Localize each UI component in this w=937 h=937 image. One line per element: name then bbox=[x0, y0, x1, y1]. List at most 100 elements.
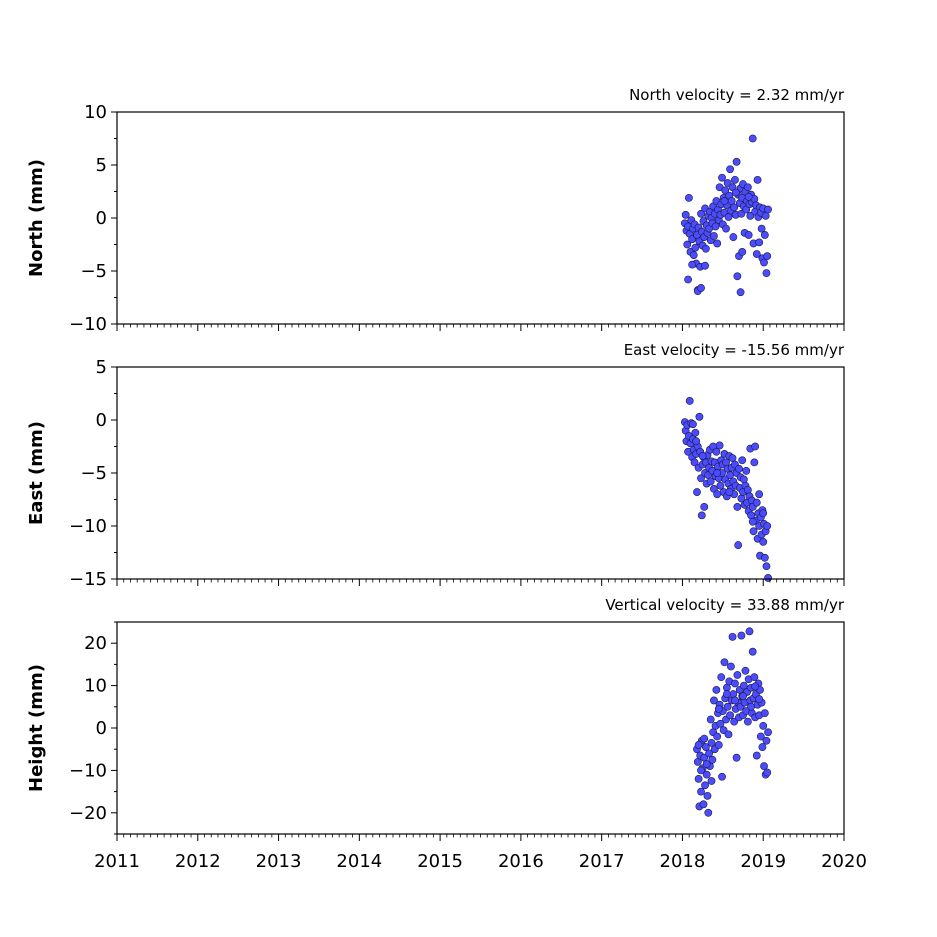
data-point bbox=[739, 475, 748, 484]
data-point bbox=[760, 258, 768, 267]
data-point bbox=[703, 791, 712, 800]
data-point bbox=[705, 749, 713, 758]
data-point bbox=[743, 717, 752, 726]
data-point bbox=[738, 248, 747, 256]
data-point bbox=[751, 682, 760, 691]
velocity-annotation: Vertical velocity = 33.88 mm/yr bbox=[605, 596, 845, 614]
data-point bbox=[729, 233, 738, 241]
data-point bbox=[684, 275, 692, 284]
data-point bbox=[726, 165, 734, 174]
data-point bbox=[697, 766, 705, 775]
data-point bbox=[704, 808, 713, 817]
data-point bbox=[697, 787, 705, 796]
data-point bbox=[722, 224, 730, 233]
data-point bbox=[719, 726, 728, 735]
y-tick-label: 0 bbox=[96, 718, 107, 739]
data-point bbox=[724, 730, 733, 739]
data-point bbox=[733, 503, 742, 511]
data-point bbox=[763, 522, 772, 530]
data-point bbox=[701, 261, 709, 270]
data-point bbox=[732, 753, 741, 762]
data-point bbox=[757, 224, 766, 233]
data-point bbox=[741, 666, 750, 675]
y-tick-label: −20 bbox=[69, 803, 107, 824]
data-point bbox=[760, 231, 769, 239]
data-point bbox=[737, 209, 746, 218]
data-point bbox=[759, 721, 768, 730]
y-tick-label: −10 bbox=[69, 314, 107, 335]
data-point bbox=[712, 447, 721, 456]
data-point bbox=[718, 772, 726, 781]
data-point bbox=[713, 732, 722, 741]
data-point bbox=[715, 441, 724, 450]
data-point bbox=[721, 186, 730, 195]
data-point bbox=[683, 240, 692, 249]
velocity-annotation: East velocity = -15.56 mm/yr bbox=[624, 341, 845, 359]
data-point bbox=[737, 631, 746, 640]
data-point bbox=[735, 464, 743, 473]
data-point bbox=[734, 541, 743, 549]
data-point bbox=[717, 673, 726, 682]
data-point bbox=[763, 252, 772, 261]
data-point bbox=[732, 157, 741, 166]
panel-1: 10 5 0 −5 −10 North (mm) North velocity = 2.32… bbox=[26, 86, 845, 335]
x-tick-label: 2012 bbox=[175, 851, 221, 872]
data-point bbox=[755, 490, 764, 499]
data-point bbox=[760, 762, 768, 771]
data-point bbox=[694, 741, 703, 749]
data-point bbox=[697, 511, 706, 520]
data-point bbox=[755, 238, 764, 247]
data-point bbox=[764, 728, 772, 737]
data-point bbox=[702, 770, 711, 779]
data-point bbox=[755, 695, 764, 704]
data-point bbox=[731, 175, 739, 184]
data-point bbox=[736, 288, 745, 297]
data-point bbox=[685, 193, 693, 202]
x-tick-label: 2016 bbox=[498, 851, 544, 872]
x-tick-label: 2015 bbox=[417, 851, 463, 872]
data-point bbox=[706, 477, 715, 486]
data-point bbox=[701, 743, 710, 751]
y-tick-label: 10 bbox=[84, 102, 107, 123]
data-point bbox=[750, 458, 759, 467]
data-point bbox=[726, 471, 734, 480]
data-point bbox=[710, 232, 718, 240]
data-point bbox=[688, 260, 697, 269]
data-point bbox=[758, 743, 767, 751]
y-axis-label: East (mm) bbox=[26, 421, 47, 525]
data-point bbox=[707, 777, 716, 785]
data-point bbox=[713, 469, 722, 477]
data-point bbox=[699, 800, 708, 809]
data-point bbox=[691, 428, 700, 437]
data-point bbox=[701, 244, 710, 253]
data-point bbox=[747, 702, 756, 711]
data-point bbox=[706, 715, 715, 724]
y-axis-label: Height (mm) bbox=[26, 664, 47, 792]
data-point bbox=[748, 517, 757, 526]
x-tick-label: 2011 bbox=[94, 851, 140, 872]
data-point bbox=[714, 705, 723, 713]
data-point bbox=[698, 452, 707, 460]
y-tick-label: 20 bbox=[84, 633, 107, 654]
data-point bbox=[729, 690, 738, 698]
y-tick-label: −5 bbox=[80, 261, 107, 282]
data-point bbox=[712, 685, 721, 694]
data-point bbox=[744, 231, 753, 239]
data-point bbox=[708, 755, 717, 764]
data-point bbox=[702, 760, 711, 768]
y-tick-label: −10 bbox=[69, 760, 107, 781]
data-point bbox=[689, 420, 697, 429]
data-point bbox=[693, 488, 701, 496]
velocity-annotation: North velocity = 2.32 mm/yr bbox=[629, 86, 845, 104]
x-tick-label: 2017 bbox=[579, 851, 625, 872]
data-point bbox=[700, 503, 709, 511]
data-point bbox=[762, 736, 771, 745]
data-point bbox=[748, 134, 757, 143]
data-point bbox=[720, 197, 729, 205]
data-point bbox=[752, 751, 761, 760]
data-point bbox=[685, 397, 694, 405]
data-point bbox=[759, 509, 768, 518]
x-tick-label: 2018 bbox=[660, 851, 706, 872]
y-tick-label: 10 bbox=[84, 676, 107, 697]
y-tick-label: 0 bbox=[96, 208, 107, 229]
